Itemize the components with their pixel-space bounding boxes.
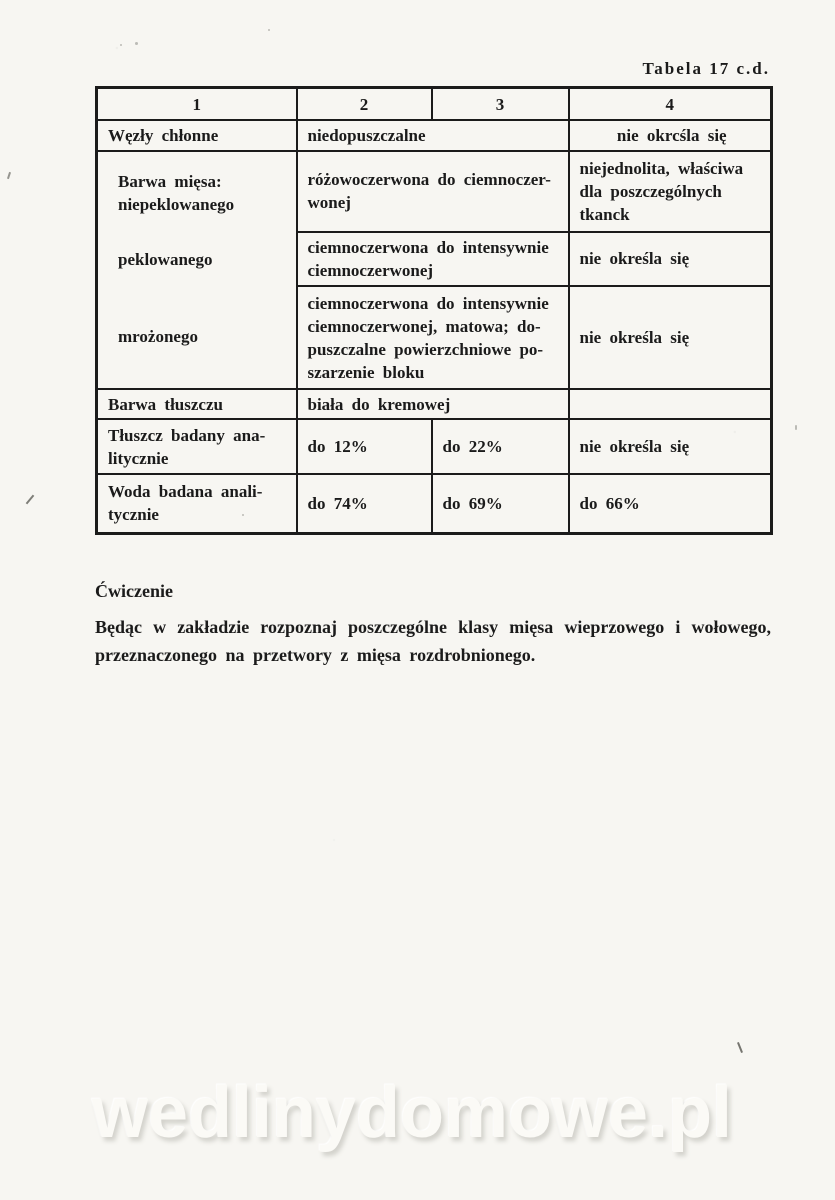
cell-wezly-value: niedopuszczalne: [295, 119, 570, 152]
row-label-barwa-tluszczu: Barwa tłuszczu: [95, 388, 298, 420]
table-row: Barwa mięsa: niepeklowanego peklowanego …: [95, 150, 773, 390]
cell-woda-col2: do 74%: [295, 473, 433, 534]
row-label-wezly-chlonne: Węzły chłonne: [95, 119, 298, 152]
row-label-tluszcz-badany: Tłuszcz badany ana- litycznie: [95, 418, 298, 475]
exercise-paragraph: Będąc w zakładzie rozpoznaj poszczególne…: [95, 617, 771, 665]
table-row: Woda badana anali- tycznie do 74% do 69%…: [95, 473, 773, 534]
cell-niepeklowanego-col4: niejednolita, właściwa dla poszczególnyc…: [567, 150, 773, 233]
cell-woda-col4: do 66%: [567, 473, 773, 534]
watermark-text: wedlinydomowe.pl: [92, 1073, 733, 1153]
label-niepeklowanego: Barwa mięsa: niepeklowanego: [118, 172, 235, 214]
scan-mark: [737, 1042, 743, 1053]
table-header-row: 1 2 3 4: [95, 86, 773, 121]
table-row: Węzły chłonne niedopuszczalne nie okrcśl…: [95, 119, 773, 152]
row-label-woda-badana: Woda badana anali- tycznie: [95, 473, 298, 534]
column-header-3: 3: [430, 86, 570, 121]
column-header-2: 2: [295, 86, 433, 121]
cell-mrozonego-col4: nie określa się: [567, 285, 773, 390]
scan-mark: [6, 171, 12, 180]
scan-speck: [242, 514, 244, 516]
scan-speck: [120, 44, 122, 46]
row-label-barwa-miesa-group: Barwa mięsa: niepeklowanego peklowanego …: [95, 150, 298, 390]
scan-speck: [268, 29, 270, 31]
table-row: Tłuszcz badany ana- litycznie do 12% do …: [95, 418, 773, 475]
cell-peklowanego-value: ciemnoczerwona do intensywnie ciemnoczer…: [295, 230, 570, 288]
table-row: Barwa tłuszczu biała do kremowej: [95, 388, 773, 420]
cell-barwa-tluszczu-value: biała do kremowej: [295, 388, 570, 420]
cell-tluszcz-col2: do 12%: [295, 418, 433, 475]
scan-speck: [795, 425, 797, 430]
scan-speck: [135, 42, 138, 45]
cell-tluszcz-col3: do 22%: [430, 418, 570, 475]
cell-niepeklowanego-value: różowoczerwona do ciemnoczer- wonej: [295, 150, 570, 233]
table-caption: Tabela 17 c.d.: [642, 59, 770, 78]
cell-wezly-col4: nie okrcśla się: [567, 119, 773, 152]
table-row: ciemnoczerwona do intensywnie ciemnoczer…: [97, 285, 773, 390]
scan-mark: [25, 494, 35, 505]
cell-peklowanego-col4: nie określa się: [567, 230, 773, 288]
label-peklowanego: peklowanego: [118, 249, 213, 269]
cell-barwa-tluszczu-col4: [567, 388, 773, 420]
column-header-1: 1: [95, 86, 298, 121]
cell-tluszcz-col4: nie określa się: [567, 418, 773, 475]
meat-quality-table: 1 2 3 4 Węzły chłonne niedopuszczalne ni…: [95, 86, 773, 535]
cell-woda-col3: do 69%: [430, 473, 570, 534]
label-mrozonego: mrożonego: [118, 326, 198, 346]
table-row: ciemnoczerwona do intensywnie ciemnoczer…: [97, 230, 773, 288]
column-header-4: 4: [567, 86, 773, 121]
exercise-heading: Ćwiczenie: [95, 581, 173, 601]
cell-mrozonego-value: ciemnoczerwona do intensywnie ciemnoczer…: [295, 285, 570, 390]
